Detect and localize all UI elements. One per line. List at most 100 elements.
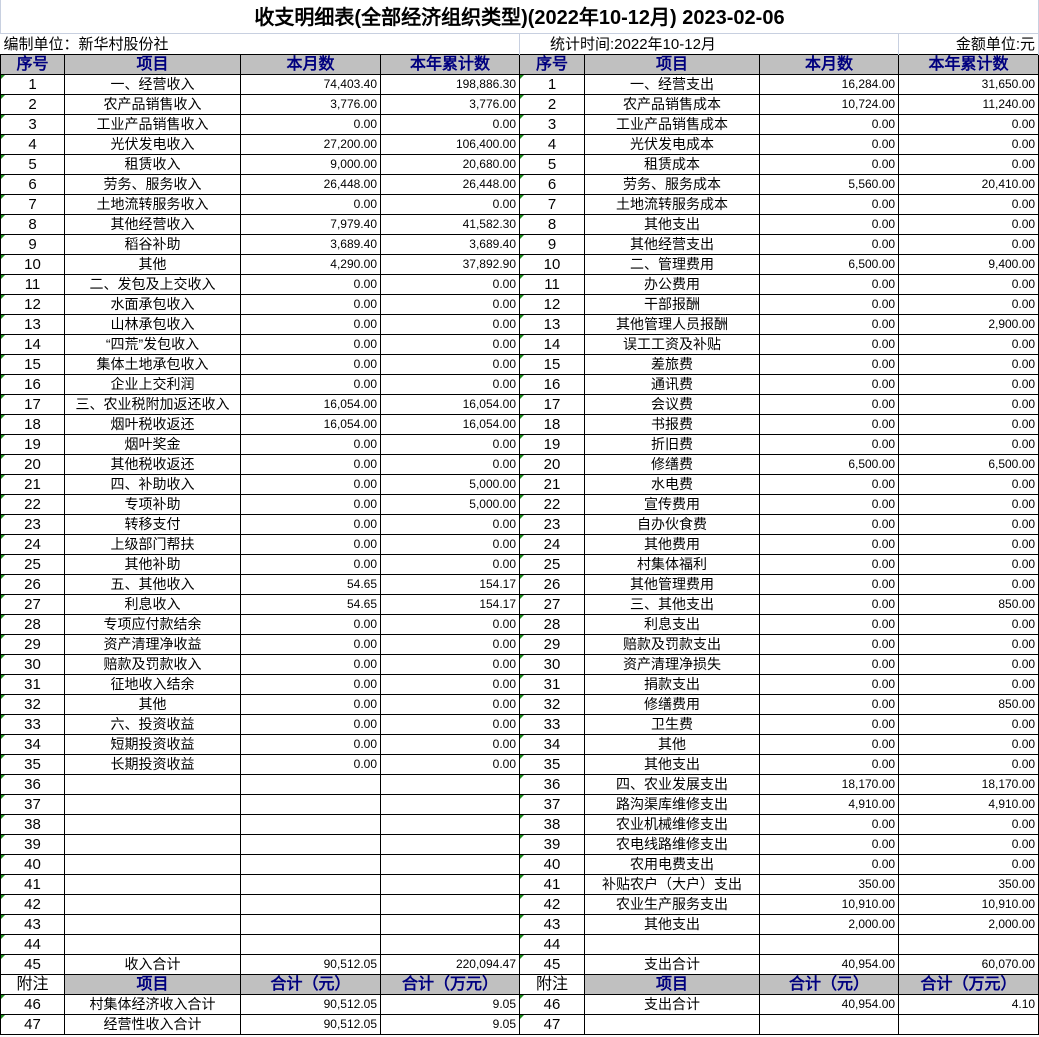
left-seq-cell[interactable]: 40 — [0, 854, 65, 875]
right-item-cell[interactable]: 租赁成本 — [584, 154, 761, 175]
right-seq-cell[interactable]: 35 — [519, 754, 586, 775]
left-month-cell[interactable]: 0.00 — [240, 114, 381, 135]
left-seq-cell[interactable]: 44 — [0, 934, 65, 955]
left-item-cell[interactable]: 租赁收入 — [64, 154, 241, 175]
right-month-cell[interactable]: 0.00 — [759, 814, 900, 835]
left-item-cell[interactable]: 水面承包收入 — [64, 294, 241, 315]
left-item-cell[interactable] — [64, 774, 241, 795]
right-month-cell[interactable]: 10,910.00 — [759, 894, 900, 915]
right-seq-cell[interactable]: 21 — [519, 474, 586, 495]
left-seq-cell[interactable]: 45 — [0, 954, 65, 975]
right-item-cell[interactable]: 差旅费 — [584, 354, 761, 375]
left-item-cell[interactable]: 其他经营收入 — [64, 214, 241, 235]
right-year-cell[interactable]: 0.00 — [898, 234, 1039, 255]
left-month-cell[interactable]: 0.00 — [240, 274, 381, 295]
right-year-cell[interactable]: 0.00 — [898, 714, 1039, 735]
right-seq-cell[interactable]: 18 — [519, 414, 586, 435]
right-item-cell[interactable]: 补贴农户（大户）支出 — [584, 874, 761, 895]
right-month-cell[interactable]: 0.00 — [759, 314, 900, 335]
right-year-cell[interactable]: 0.00 — [898, 814, 1039, 835]
right-seq-cell[interactable]: 43 — [519, 914, 586, 935]
left-item-cell[interactable]: 收入合计 — [64, 954, 241, 975]
left-month-cell[interactable]: 0.00 — [240, 614, 381, 635]
right-year-cell[interactable] — [898, 934, 1039, 955]
left-year-cell[interactable]: 16,054.00 — [379, 414, 521, 435]
right-year-cell[interactable]: 850.00 — [898, 594, 1039, 615]
left-month-cell[interactable]: 0.00 — [240, 654, 381, 675]
left-month-cell[interactable]: 0.00 — [240, 534, 381, 555]
left-year-cell[interactable]: 154.17 — [379, 574, 521, 595]
left-month-cell[interactable] — [240, 914, 381, 935]
right-item-cell[interactable]: 劳务、服务成本 — [584, 174, 761, 195]
right-seq-cell[interactable]: 23 — [519, 514, 586, 535]
left-item-cell[interactable]: 五、其他收入 — [64, 574, 241, 595]
left-month-cell[interactable]: 90,512.05 — [240, 1014, 381, 1035]
left-year-cell[interactable] — [379, 774, 521, 795]
right-month-cell[interactable]: 0.00 — [759, 374, 900, 395]
left-month-cell[interactable]: 0.00 — [240, 514, 381, 535]
left-month-cell[interactable] — [240, 934, 381, 955]
right-item-cell[interactable]: 其他费用 — [584, 534, 761, 555]
left-month-cell[interactable]: 54.65 — [240, 594, 381, 615]
right-year-cell[interactable]: 10,910.00 — [898, 894, 1039, 915]
right-seq-cell[interactable]: 25 — [519, 554, 586, 575]
left-item-cell[interactable]: 长期投资收益 — [64, 754, 241, 775]
left-year-cell[interactable]: 0.00 — [379, 694, 521, 715]
left-seq-cell[interactable]: 35 — [0, 754, 65, 775]
left-item-cell[interactable]: 其他 — [64, 694, 241, 715]
left-item-cell[interactable]: 转移支付 — [64, 514, 241, 535]
right-seq-cell[interactable]: 45 — [519, 954, 586, 975]
right-month-cell[interactable]: 0.00 — [759, 494, 900, 515]
right-seq-cell[interactable]: 42 — [519, 894, 586, 915]
right-month-cell[interactable]: 0.00 — [759, 514, 900, 535]
left-year-cell[interactable] — [379, 854, 521, 875]
left-seq-cell[interactable]: 17 — [0, 394, 65, 415]
right-year-cell[interactable]: 31,650.00 — [898, 74, 1039, 95]
right-year-cell[interactable]: 0.00 — [898, 534, 1039, 555]
left-year-cell[interactable]: 20,680.00 — [379, 154, 521, 175]
left-seq-cell[interactable]: 31 — [0, 674, 65, 695]
right-year-cell[interactable]: 0.00 — [898, 294, 1039, 315]
right-year-cell[interactable]: 0.00 — [898, 734, 1039, 755]
left-seq-cell[interactable]: 25 — [0, 554, 65, 575]
right-item-cell[interactable]: 误工工资及补贴 — [584, 334, 761, 355]
right-item-cell[interactable]: 办公费用 — [584, 274, 761, 295]
right-item-cell[interactable]: 自办伙食费 — [584, 514, 761, 535]
left-month-cell[interactable]: 0.00 — [240, 554, 381, 575]
left-item-cell[interactable]: 利息收入 — [64, 594, 241, 615]
right-year-cell[interactable]: 0.00 — [898, 214, 1039, 235]
left-item-cell[interactable]: 集体土地承包收入 — [64, 354, 241, 375]
right-seq-cell[interactable]: 37 — [519, 794, 586, 815]
right-item-cell[interactable]: 会议费 — [584, 394, 761, 415]
right-seq-cell[interactable]: 38 — [519, 814, 586, 835]
left-item-cell[interactable]: 四、补助收入 — [64, 474, 241, 495]
right-year-cell[interactable]: 0.00 — [898, 414, 1039, 435]
left-year-cell[interactable] — [379, 934, 521, 955]
left-month-cell[interactable]: 3,689.40 — [240, 234, 381, 255]
left-item-cell[interactable] — [64, 794, 241, 815]
right-month-cell[interactable]: 0.00 — [759, 734, 900, 755]
right-seq-cell[interactable]: 11 — [519, 274, 586, 295]
right-seq-cell[interactable]: 24 — [519, 534, 586, 555]
left-year-cell[interactable]: 41,582.30 — [379, 214, 521, 235]
left-item-cell[interactable]: 山林承包收入 — [64, 314, 241, 335]
left-seq-cell[interactable]: 29 — [0, 634, 65, 655]
left-item-cell[interactable]: 专项应付款结余 — [64, 614, 241, 635]
left-year-cell[interactable]: 0.00 — [379, 354, 521, 375]
right-seq-cell[interactable]: 16 — [519, 374, 586, 395]
left-item-cell[interactable]: 烟叶奖金 — [64, 434, 241, 455]
right-year-cell[interactable]: 0.00 — [898, 374, 1039, 395]
left-item-cell[interactable]: 工业产品销售收入 — [64, 114, 241, 135]
left-year-cell[interactable]: 0.00 — [379, 314, 521, 335]
right-item-cell[interactable]: 农业生产服务支出 — [584, 894, 761, 915]
left-item-cell[interactable]: 一、经营收入 — [64, 74, 241, 95]
right-seq-cell[interactable]: 33 — [519, 714, 586, 735]
left-year-cell[interactable] — [379, 814, 521, 835]
left-month-cell[interactable]: 74,403.40 — [240, 74, 381, 95]
right-item-cell[interactable]: 农业机械维修支出 — [584, 814, 761, 835]
right-item-cell[interactable]: 修缮费 — [584, 454, 761, 475]
left-month-cell[interactable]: 0.00 — [240, 714, 381, 735]
right-item-cell[interactable]: 一、经营支出 — [584, 74, 761, 95]
right-month-cell[interactable]: 0.00 — [759, 274, 900, 295]
left-item-cell[interactable] — [64, 854, 241, 875]
